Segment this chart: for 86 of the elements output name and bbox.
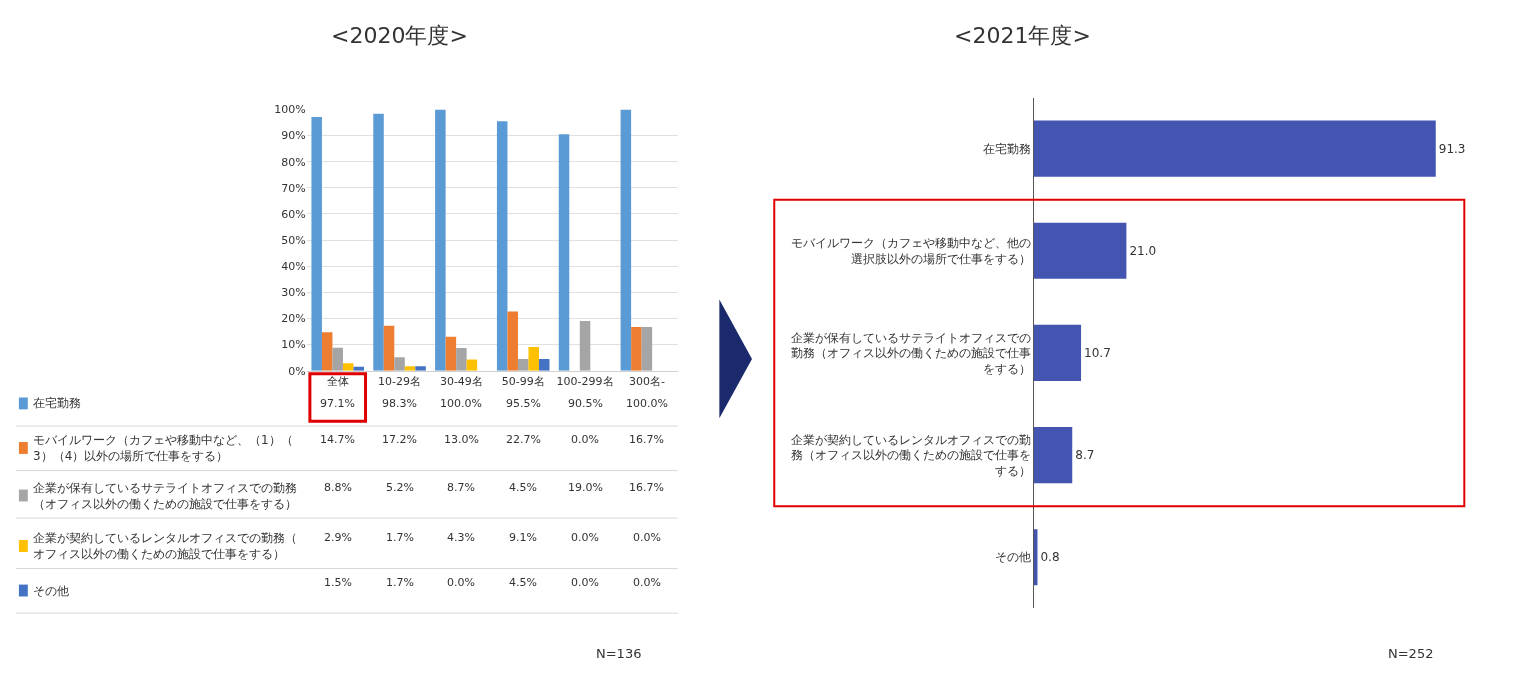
bar (321, 332, 333, 371)
bar (383, 325, 395, 371)
bar (558, 134, 570, 371)
bar (641, 327, 653, 371)
data-label: 0.0% (571, 433, 599, 446)
bar (579, 321, 591, 371)
data-label: 4.3% (447, 531, 475, 544)
x-tick-label: 10-29名 (378, 374, 422, 388)
data-label: 16.7% (629, 481, 664, 494)
chart-title: <2020年度> (331, 23, 468, 48)
y-tick-label: 50% (281, 233, 306, 247)
bar (445, 336, 457, 371)
legend-label: その他 (33, 584, 69, 598)
x-tick-label: 30-49名 (439, 374, 483, 388)
data-label: 98.3% (382, 397, 417, 410)
y-tick-label: 40% (281, 260, 306, 274)
data-label: 0.0% (571, 576, 599, 589)
bar (415, 366, 426, 371)
y-tick-label: 30% (281, 286, 306, 300)
y-tick-label: 70% (281, 181, 306, 195)
legend-label: 在宅勤務 (33, 396, 81, 410)
text: N=136 (596, 646, 642, 661)
y-tick-label: 80% (281, 155, 306, 169)
x-tick-label: 100-299名 (556, 374, 614, 388)
data-label: 100.0% (440, 397, 482, 410)
bar (1033, 324, 1082, 382)
data-label: 16.7% (629, 433, 664, 446)
data-label: 0.0% (633, 576, 661, 589)
bar (394, 357, 405, 371)
bar (456, 348, 467, 371)
bar (1033, 427, 1073, 484)
data-label: 19.0% (568, 481, 603, 494)
data-label: 0.8 (1040, 550, 1060, 565)
data-label: 21.0 (1129, 243, 1157, 258)
data-label: 95.5% (506, 397, 541, 410)
data-label: 10.7 (1084, 345, 1111, 360)
bar (631, 327, 642, 371)
data-label: 22.7% (506, 433, 541, 446)
bar (311, 116, 322, 371)
bar (528, 346, 539, 371)
data-label: 4.5% (509, 481, 537, 494)
data-label: 90.5% (568, 397, 603, 410)
data-label: 14.7% (320, 433, 355, 446)
data-label: 100.0% (626, 397, 668, 410)
y-tick-label: 10% (281, 338, 306, 352)
bar (1033, 120, 1436, 177)
y-tick-label: 在宅勤務 (982, 141, 1031, 156)
y-tick-label: 企業が契約しているレンタルオフィスでの勤務（オフィス以外の働くための施設で仕事をする） (790, 432, 1031, 478)
bar (507, 311, 518, 371)
y-tick-label: 企業が保有しているサテライトオフィスでの勤務（オフィス以外の働くための施設で仕事をする） (790, 330, 1031, 376)
data-label: 17.2% (382, 433, 417, 446)
x-tick-label: 300名- (628, 374, 665, 388)
data-label: 1.5% (324, 576, 352, 589)
y-tick-label: モバイルワーク（カフェや移動中など、他の選択肢以外の場所で仕事をする） (790, 236, 1031, 266)
y-tick-label: 0% (288, 364, 306, 378)
y-tick-label: その他 (994, 550, 1031, 565)
data-label: 1.7% (386, 531, 414, 544)
data-label: 4.5% (509, 576, 537, 589)
data-label: 5.2% (386, 481, 414, 494)
data-label: 9.1% (509, 531, 537, 544)
data-label: 0.0% (447, 576, 475, 589)
bar (435, 109, 446, 371)
bar (496, 121, 508, 371)
bar (620, 109, 632, 371)
data-label: 2.9% (324, 531, 352, 544)
data-label: 1.7% (386, 576, 414, 589)
y-tick-label: 20% (281, 312, 306, 326)
chart-title: <2021年度> (954, 23, 1091, 48)
x-tick-label: 50-99名 (501, 374, 545, 388)
x-tick-label: 全体 (326, 374, 349, 388)
data-label: 0.0% (633, 531, 661, 544)
data-label: 13.0% (444, 433, 479, 446)
bar (332, 347, 343, 371)
text: N=252 (1388, 646, 1434, 661)
y-tick-label: 90% (281, 129, 306, 143)
bar (373, 113, 384, 371)
data-label: 91.3 (1438, 141, 1466, 156)
data-label: 8.8% (324, 481, 352, 494)
legend-label: モバイルワーク（カフェや移動中など、（1）（3）（4）以外の場所で仕事をする） (33, 433, 293, 463)
y-tick-label: 100% (274, 103, 306, 117)
data-label: 0.0% (571, 531, 599, 544)
y-tick-label: 60% (281, 207, 306, 221)
data-label: 8.7 (1075, 448, 1095, 463)
data-label: 97.1% (320, 397, 355, 410)
bar (1033, 222, 1127, 279)
data-label: 8.7% (447, 481, 475, 494)
